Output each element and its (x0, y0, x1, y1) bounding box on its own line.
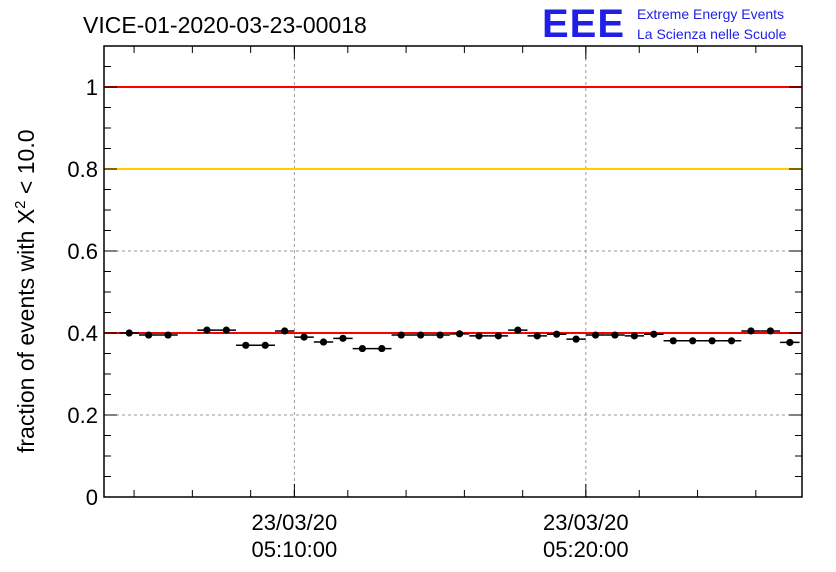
plot-frame (103, 45, 803, 498)
data-point (430, 331, 450, 339)
data-point (216, 326, 237, 334)
data-point-marker (514, 326, 522, 334)
data-point-marker (611, 331, 619, 339)
data-point (546, 330, 567, 338)
data-point-marker (475, 332, 483, 340)
data-point-marker (417, 331, 425, 339)
data-point (741, 327, 761, 335)
data-point (663, 337, 683, 345)
logo-line2: La Scienza nelle Scuole (637, 26, 787, 42)
data-point-marker (494, 332, 502, 340)
data-point-marker (708, 337, 716, 345)
data-point (585, 331, 606, 339)
data-point-marker (222, 326, 230, 334)
data-point-marker (261, 341, 269, 349)
tick-labels: 00.20.40.60.8123/03/2005:10:0023/03/2005… (67, 75, 628, 562)
data-point-marker (436, 331, 444, 339)
data-point (449, 330, 470, 338)
x-tick-label-time: 05:20:00 (543, 537, 629, 562)
data-point (702, 337, 722, 345)
data-point-marker (689, 337, 697, 345)
data-point (527, 332, 547, 340)
grid-lines (104, 46, 802, 497)
logo-mark: EEE (542, 2, 625, 46)
data-point (760, 327, 781, 335)
data-point-marker (455, 330, 464, 338)
data-point (119, 329, 139, 337)
data-point (488, 332, 509, 340)
data-point (274, 327, 295, 335)
data-point-marker (572, 335, 580, 343)
data-point-marker (145, 331, 153, 339)
data-point (780, 338, 800, 347)
data-point-marker (397, 331, 405, 339)
y-tick-label: 1 (86, 75, 98, 100)
y-tick-label: 0.4 (67, 321, 98, 346)
data-point (721, 337, 742, 345)
y-tick-label: 0 (86, 485, 98, 510)
data-point (236, 341, 256, 349)
data-point-marker (164, 331, 172, 339)
data-point-marker (591, 331, 600, 339)
x-tick-label-date: 23/03/20 (543, 510, 629, 535)
data-point (682, 337, 703, 345)
data-point (158, 331, 178, 339)
data-point (469, 332, 489, 340)
data-point-marker (630, 332, 638, 340)
y-tick-label: 0.6 (67, 239, 98, 264)
data-point-marker (727, 337, 736, 345)
y-axis-label: fraction of events with X2 < 10.0 (12, 129, 39, 453)
data-point-marker (533, 332, 541, 340)
data-point (372, 344, 392, 353)
data-point (313, 338, 334, 346)
eee-logo: EEE Extreme Energy Events La Scienza nel… (542, 2, 787, 46)
data-point (255, 341, 275, 349)
data-point-marker (281, 327, 289, 335)
x-tick-label-date: 23/03/20 (252, 510, 338, 535)
data-point-marker (378, 344, 386, 353)
data-point (410, 331, 431, 339)
data-points (119, 326, 800, 353)
data-point (138, 331, 159, 339)
y-tick-label: 0.8 (67, 157, 98, 182)
data-point-marker (125, 329, 133, 337)
data-point-marker (300, 333, 308, 341)
data-point (197, 326, 217, 334)
data-point-marker (242, 341, 250, 349)
data-point (605, 331, 625, 339)
data-point (644, 330, 664, 338)
data-point-marker (319, 338, 328, 346)
data-point (294, 333, 314, 341)
data-point-marker (669, 337, 677, 345)
data-point (624, 332, 645, 340)
x-tick-label-time: 05:10:00 (252, 537, 338, 562)
axis-ticks (104, 46, 802, 498)
data-point (352, 344, 373, 353)
data-point-marker (786, 338, 794, 347)
logo-line1: Extreme Energy Events (637, 6, 784, 22)
data-point-marker (339, 334, 347, 342)
data-point (566, 335, 586, 343)
y-axis-label-superscript: 2 (12, 200, 29, 208)
data-point-marker (358, 344, 366, 353)
data-point-marker (766, 327, 775, 335)
y-tick-label: 0.2 (67, 403, 98, 428)
data-point-marker (203, 326, 211, 334)
reference-lines (104, 86, 802, 334)
data-point (333, 334, 353, 342)
chart-title: VICE-01-2020-03-23-00018 (83, 12, 367, 38)
data-point-marker (747, 327, 755, 335)
data-point-marker (650, 330, 658, 338)
data-point (508, 326, 528, 334)
data-point-marker (553, 330, 561, 338)
data-point (391, 331, 411, 339)
